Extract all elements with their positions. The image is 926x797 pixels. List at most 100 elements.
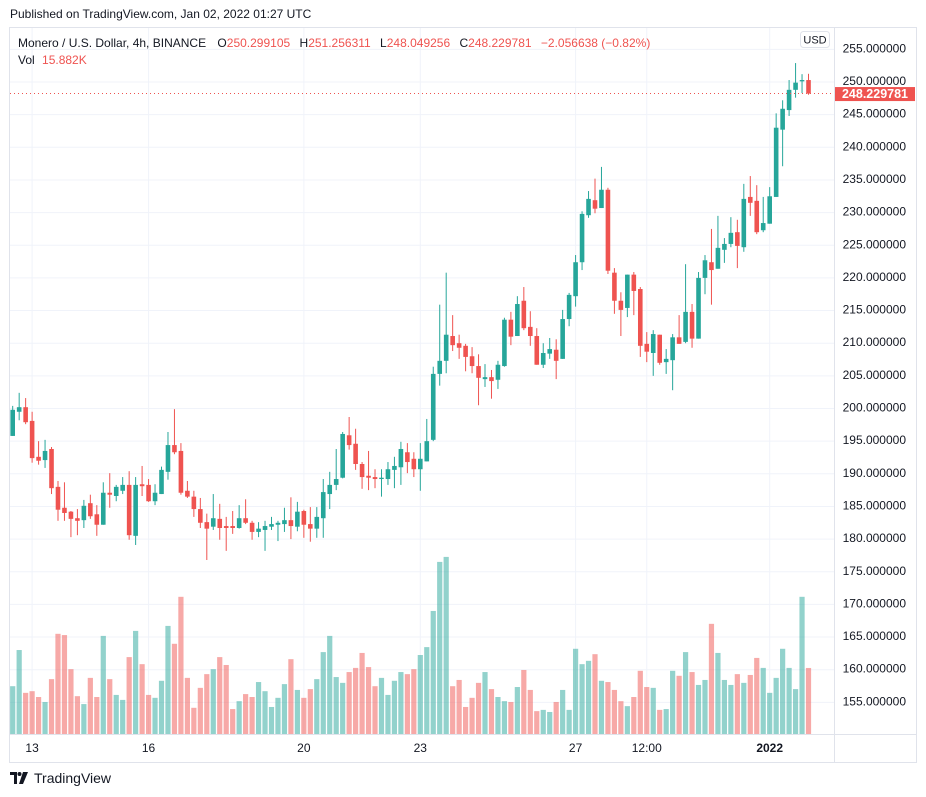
candle-body (243, 518, 248, 523)
candle-body (405, 452, 410, 463)
candle-up (586, 191, 591, 218)
candle-down (747, 176, 753, 216)
volume-bar-up (294, 689, 300, 734)
last-price-label: 248.229781 (842, 87, 908, 101)
volume-bar-up (120, 699, 126, 734)
volume-bar-up (385, 694, 391, 734)
candle-body (689, 311, 695, 339)
candle-down (676, 315, 682, 344)
volume-bar-down (527, 689, 533, 734)
volume-bar-down (411, 669, 417, 734)
candle-up (120, 477, 125, 495)
candle-body (411, 458, 417, 470)
candle-body (379, 477, 384, 480)
volume-bar-down (618, 701, 624, 734)
volume-bar-up (42, 701, 48, 734)
volume-bar-down (404, 674, 410, 734)
candle-body (663, 358, 669, 363)
high-label: H (299, 36, 309, 50)
volume-bar-up (275, 697, 281, 734)
candle-body (741, 198, 747, 248)
currency-label: USD (803, 35, 826, 47)
volume-row: Vol 15.882K (18, 52, 656, 69)
volume-bar-up (430, 610, 436, 734)
volume-bars (10, 556, 812, 734)
candle-down (644, 332, 650, 363)
price-tick-label: 165.000000 (843, 629, 907, 643)
volume-bar-up (100, 635, 106, 734)
volume-bar-up (579, 664, 585, 734)
volume-bar-down (456, 679, 462, 734)
volume-bar-down (243, 694, 249, 734)
candle-down (139, 465, 145, 497)
currency-button[interactable] (800, 31, 830, 48)
candle-body (728, 232, 734, 244)
candle-up (320, 479, 326, 538)
candle-body (599, 189, 604, 209)
candle-body (799, 80, 805, 82)
volume-bar-down (346, 672, 352, 734)
volume-bar-down (126, 657, 132, 734)
candle-up (722, 238, 727, 263)
price-tick-label: 250.000000 (843, 74, 907, 88)
volume-bar-down (23, 692, 29, 734)
volume-bar-up (398, 672, 404, 734)
candle-up (327, 471, 333, 510)
candle-down (249, 520, 255, 540)
candle-body (16, 407, 22, 412)
candle-up (385, 462, 391, 485)
volume-bar-down (178, 596, 184, 734)
candle-body (612, 272, 617, 301)
candle-body (320, 492, 326, 519)
candle-down (94, 505, 100, 536)
price-tick-label: 160.000000 (843, 662, 907, 676)
candle-up (100, 482, 106, 525)
candle-up (683, 264, 688, 344)
volume-bar-up (598, 680, 605, 734)
candle-body (126, 484, 132, 536)
candle-up (540, 343, 546, 369)
volume-bar-up (547, 711, 553, 734)
candle-up (773, 113, 779, 197)
candle-body (495, 364, 501, 380)
volume-bar-down (94, 697, 100, 734)
candle-body (625, 274, 630, 308)
candle-body (670, 337, 675, 361)
volume-label: Vol (18, 53, 35, 67)
volume-bar-up (721, 679, 727, 734)
volume-bar-down (230, 709, 236, 734)
candle-body (767, 196, 772, 224)
volume-bar-down (74, 696, 80, 734)
candle-body (159, 469, 164, 495)
candle-body (10, 409, 15, 436)
volume-bar-up (566, 709, 572, 734)
volume-bar-down (754, 657, 760, 734)
volume-bar-down (475, 682, 482, 734)
symbol-title[interactable]: Monero / U.S. Dollar, 4h, BINANCE (18, 36, 207, 50)
candle-body (430, 373, 436, 440)
candle-down (469, 347, 475, 374)
volume-bar-up (340, 682, 346, 734)
candle-body (780, 108, 785, 130)
volume-bar-down (145, 694, 152, 734)
candle-body (359, 464, 365, 478)
candle-down (631, 272, 637, 316)
candle-down (372, 469, 378, 489)
candle-body (644, 343, 650, 352)
candle-up (81, 499, 87, 528)
volume-bar-down (197, 687, 203, 734)
candle-down (553, 339, 559, 380)
candle-down (476, 354, 481, 406)
volume-bar-up (133, 630, 139, 734)
candle-down (301, 509, 307, 538)
footer-brand[interactable]: TradingView (34, 770, 112, 786)
candle-body (489, 377, 494, 382)
candle-body (113, 486, 119, 497)
candle-up (210, 494, 216, 530)
candle-body (340, 433, 345, 478)
candle-up (165, 432, 171, 480)
volume-bar-down (644, 687, 650, 734)
candle-down (353, 428, 358, 470)
candle-down (204, 513, 210, 560)
